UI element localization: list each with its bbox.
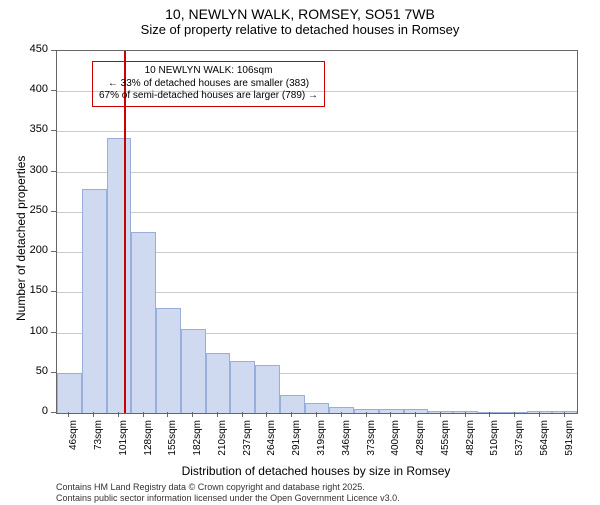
gridline-h [57, 172, 577, 173]
x-tick [564, 412, 565, 417]
y-tick [51, 291, 56, 292]
y-tick [51, 50, 56, 51]
histogram-bar [354, 409, 379, 413]
x-tick-label: 537sqm [514, 420, 525, 470]
histogram-bar [131, 232, 156, 413]
annotation-line: ← 33% of detached houses are smaller (38… [99, 78, 318, 91]
x-tick [217, 412, 218, 417]
histogram-bar [156, 308, 181, 413]
histogram-bar [552, 411, 577, 413]
histogram-bar [57, 373, 82, 413]
histogram-bar [181, 329, 206, 413]
histogram-bar [107, 138, 132, 413]
x-tick [514, 412, 515, 417]
x-tick [266, 412, 267, 417]
x-tick-label: 510sqm [489, 420, 500, 470]
x-tick-label: 182sqm [192, 420, 203, 470]
y-tick-label: 150 [18, 284, 48, 296]
x-tick [366, 412, 367, 417]
y-tick-label: 250 [18, 204, 48, 216]
x-tick-label: 455sqm [440, 420, 451, 470]
y-tick [51, 332, 56, 333]
x-tick-label: 128sqm [143, 420, 154, 470]
x-tick [390, 412, 391, 417]
annotation-box: 10 NEWLYN WALK: 106sqm← 33% of detached … [92, 61, 325, 107]
histogram-bar [329, 407, 354, 413]
x-tick-label: 373sqm [366, 420, 377, 470]
x-tick-label: 428sqm [415, 420, 426, 470]
footer-line-2: Contains public sector information licen… [56, 493, 400, 504]
x-tick [440, 412, 441, 417]
x-tick [143, 412, 144, 417]
x-tick-label: 591sqm [564, 420, 575, 470]
y-tick [51, 130, 56, 131]
y-tick [51, 90, 56, 91]
y-tick [51, 412, 56, 413]
x-tick [167, 412, 168, 417]
histogram-bar [280, 395, 305, 413]
x-tick [192, 412, 193, 417]
chart-plot-area: 10 NEWLYN WALK: 106sqm← 33% of detached … [56, 50, 578, 414]
x-tick-label: 346sqm [341, 420, 352, 470]
x-tick [118, 412, 119, 417]
histogram-bar [527, 411, 552, 413]
y-tick [51, 171, 56, 172]
y-tick-label: 50 [18, 365, 48, 377]
histogram-bar [453, 411, 478, 413]
histogram-bar [230, 361, 255, 413]
y-tick [51, 251, 56, 252]
y-tick [51, 372, 56, 373]
x-tick-label: 264sqm [266, 420, 277, 470]
x-tick-label: 155sqm [167, 420, 178, 470]
page-subtitle: Size of property relative to detached ho… [0, 22, 600, 41]
x-tick-label: 46sqm [68, 420, 79, 470]
gridline-h [57, 212, 577, 213]
x-tick-label: 210sqm [217, 420, 228, 470]
histogram-bar [82, 189, 107, 413]
y-tick-label: 400 [18, 83, 48, 95]
license-footer: Contains HM Land Registry data © Crown c… [56, 482, 400, 505]
x-tick [242, 412, 243, 417]
x-tick [489, 412, 490, 417]
page-title: 10, NEWLYN WALK, ROMSEY, SO51 7WB [0, 0, 600, 22]
y-tick [51, 211, 56, 212]
y-tick-label: 0 [18, 405, 48, 417]
annotation-line: 10 NEWLYN WALK: 106sqm [99, 65, 318, 78]
y-tick-label: 300 [18, 164, 48, 176]
x-tick [68, 412, 69, 417]
y-tick-label: 450 [18, 43, 48, 55]
x-tick-label: 319sqm [316, 420, 327, 470]
histogram-bar [428, 411, 453, 413]
x-tick [291, 412, 292, 417]
y-tick-label: 100 [18, 325, 48, 337]
x-tick [539, 412, 540, 417]
histogram-bar [206, 353, 231, 413]
y-tick-label: 350 [18, 123, 48, 135]
annotation-line: 67% of semi-detached houses are larger (… [99, 90, 318, 103]
x-tick [341, 412, 342, 417]
x-tick [465, 412, 466, 417]
x-tick [415, 412, 416, 417]
histogram-bar [255, 365, 280, 413]
x-tick-label: 400sqm [390, 420, 401, 470]
x-tick-label: 73sqm [93, 420, 104, 470]
x-tick-label: 237sqm [242, 420, 253, 470]
x-tick-label: 291sqm [291, 420, 302, 470]
x-tick [93, 412, 94, 417]
gridline-h [57, 131, 577, 132]
footer-line-1: Contains HM Land Registry data © Crown c… [56, 482, 400, 493]
x-tick-label: 101sqm [118, 420, 129, 470]
x-tick-label: 482sqm [465, 420, 476, 470]
y-tick-label: 200 [18, 244, 48, 256]
x-tick-label: 564sqm [539, 420, 550, 470]
x-tick [316, 412, 317, 417]
